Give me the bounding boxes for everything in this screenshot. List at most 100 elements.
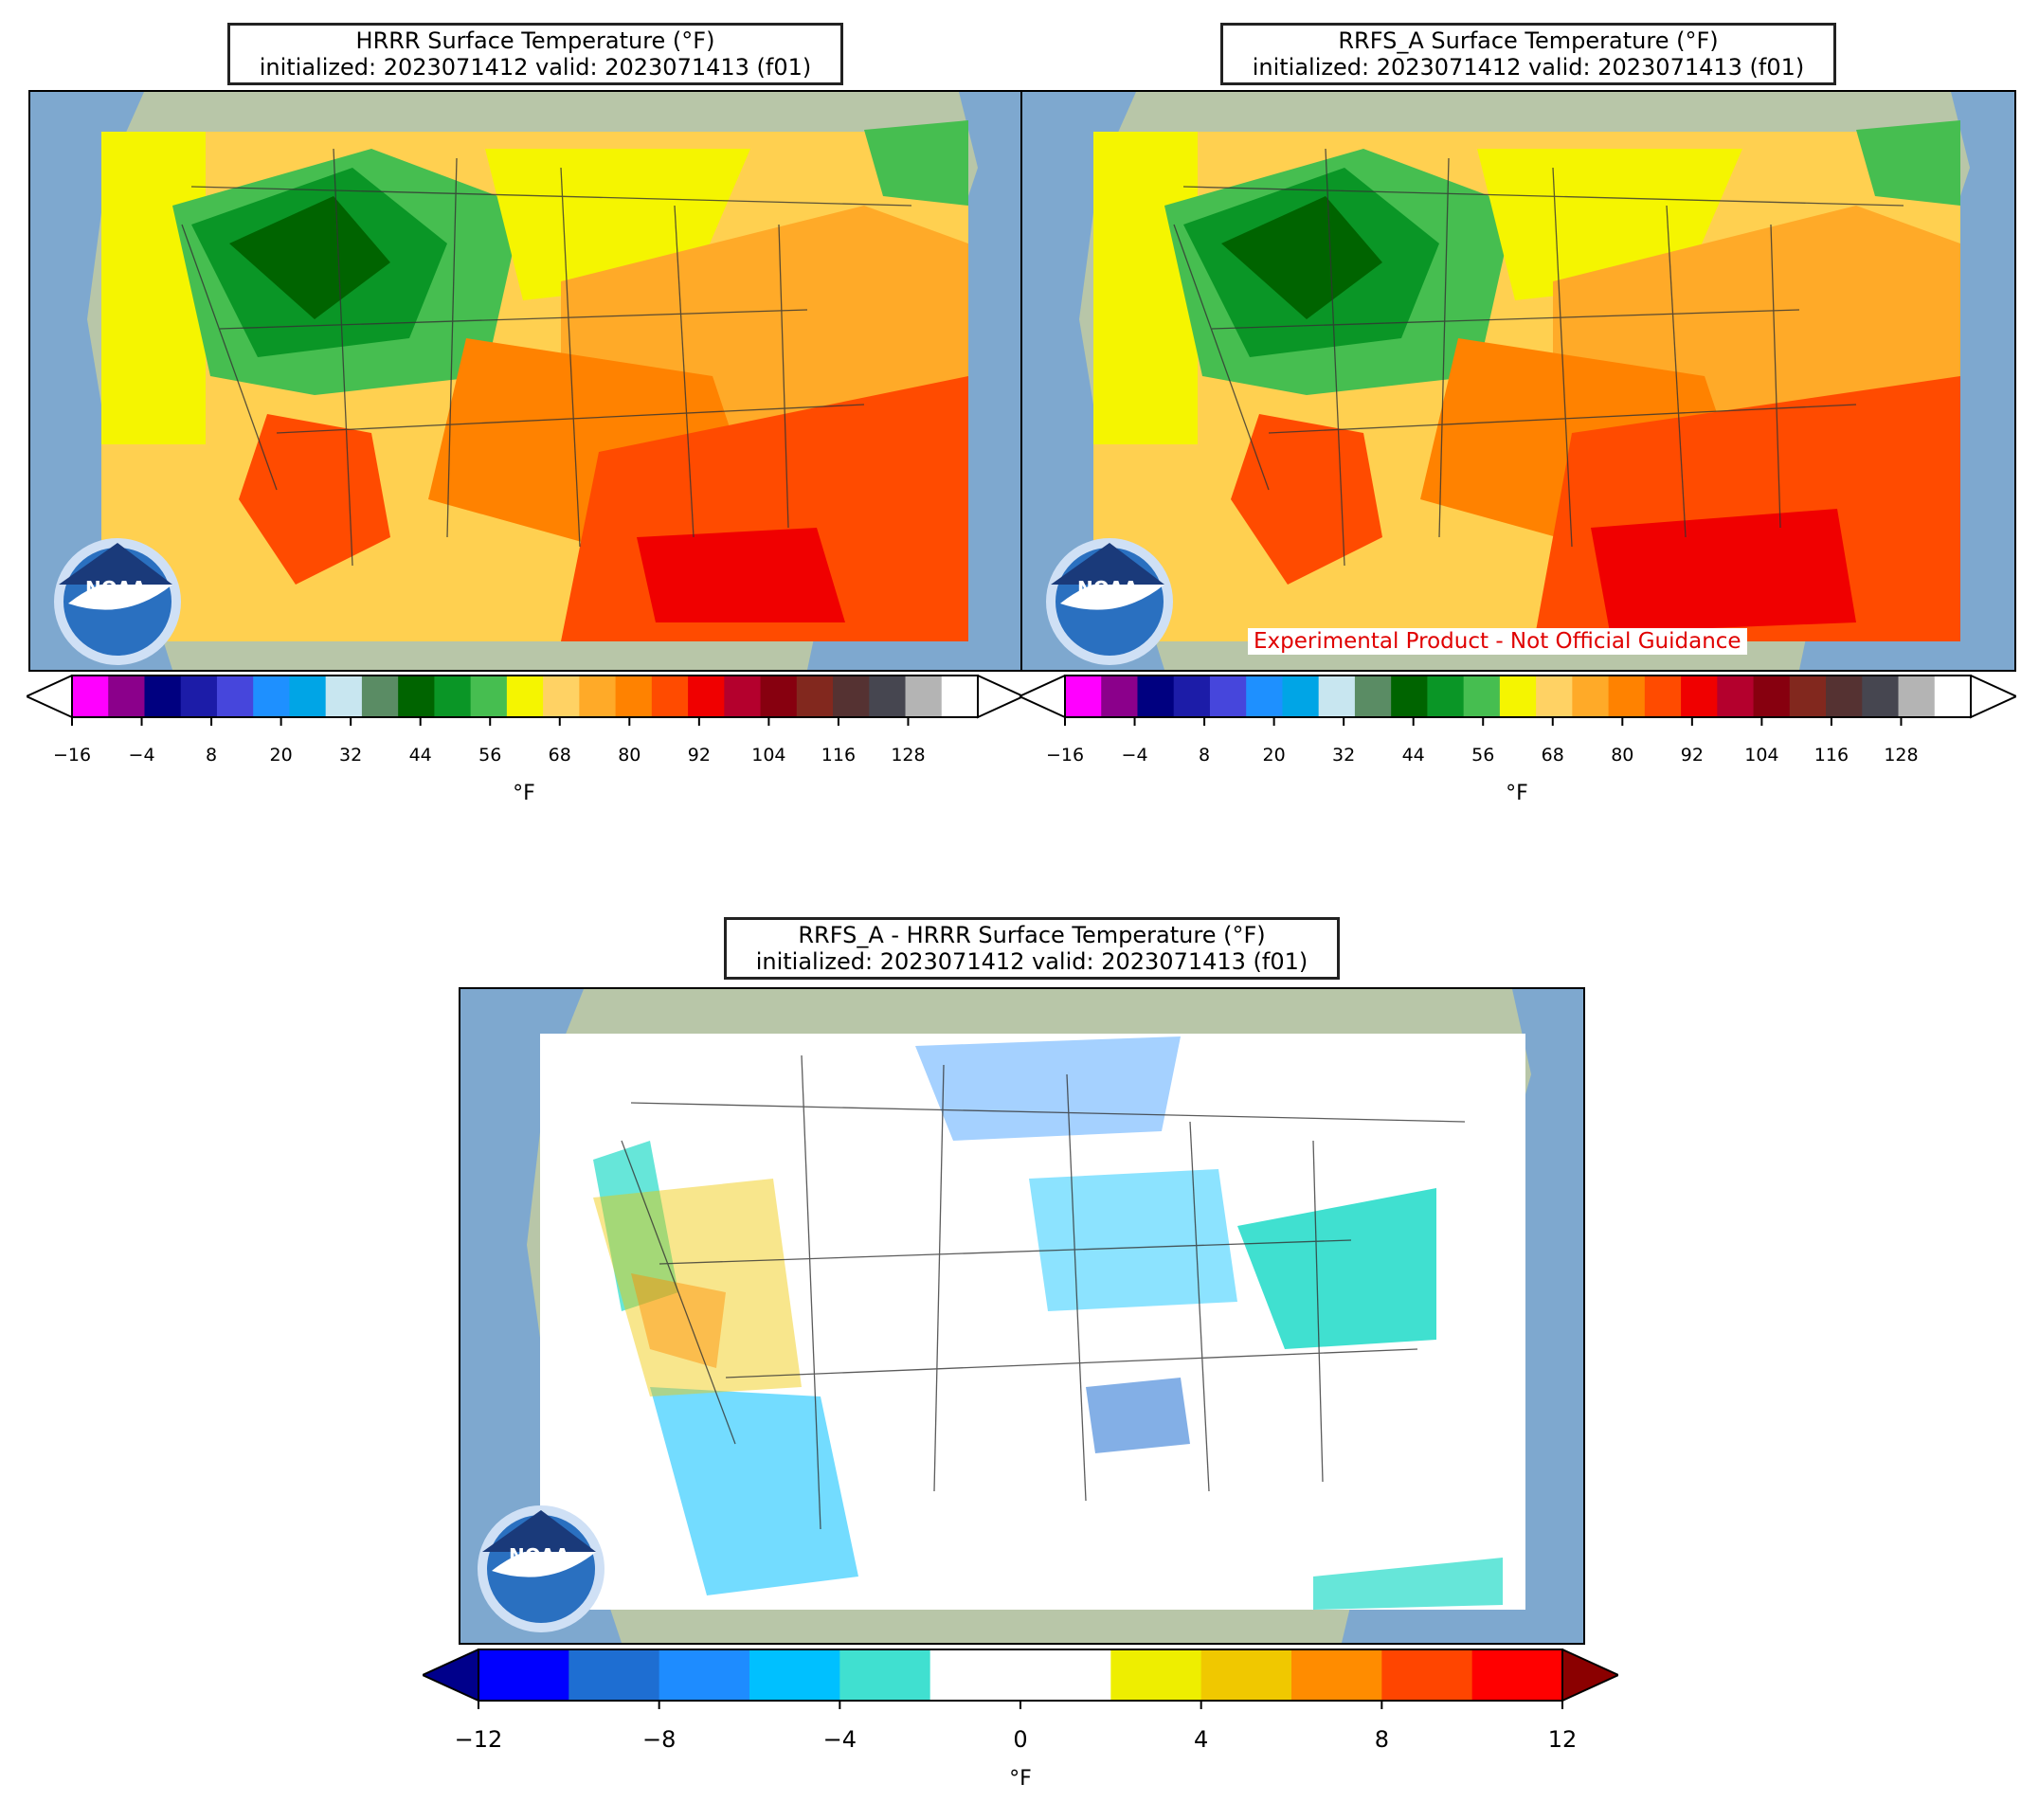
hrrr-map-graphic (30, 92, 1022, 670)
rrfs-colorbar-segment (1427, 676, 1465, 717)
hrrr-colorbar-unit: °F (513, 782, 535, 805)
rrfs-colorbar-tick-label: 80 (1611, 745, 1634, 766)
diff-colorbar-extend-low (423, 1649, 479, 1703)
hrrr-colorbar-tick-label: 20 (269, 745, 293, 766)
diff-noaa-logo-text: NOAA (509, 1544, 570, 1567)
diff-title-line2: initialized: 2023071412 valid: 202307141… (755, 948, 1308, 975)
hrrr-title: HRRR Surface Temperature (°F) initialize… (227, 23, 843, 85)
rrfs-noaa-logo (1046, 538, 1173, 665)
hrrr-title-line1: HRRR Surface Temperature (°F) (355, 27, 715, 54)
diff-colorbar-tick-label: 8 (1374, 1726, 1389, 1753)
diff-colorbar-segment (929, 1649, 1021, 1701)
hrrr-colorbar-tick-label: −4 (128, 745, 155, 766)
diff-colorbar-segment (478, 1649, 569, 1701)
hrrr-colorbar-segment (543, 676, 580, 717)
rrfs-colorbar-tick-label: −16 (1045, 745, 1085, 766)
rrfs-colorbar-segment (1717, 676, 1755, 717)
hrrr-colorbar-segment (216, 676, 254, 717)
rrfs-colorbar-segment (1354, 676, 1392, 717)
rrfs-noaa-logo-text: NOAA (1077, 577, 1139, 600)
diff-colorbar-tick-label: −8 (641, 1726, 677, 1753)
hrrr-colorbar-outline (71, 675, 979, 718)
rrfs-colorbar-tick-label: 44 (1401, 745, 1425, 766)
rrfs-disclaimer: Experimental Product - Not Official Guid… (1248, 628, 1747, 655)
hrrr-colorbar-segment (289, 676, 327, 717)
diff-colorbar-segment (1381, 1649, 1473, 1701)
diff-colorbar-segment (659, 1649, 750, 1701)
hrrr-temp-colorbar (27, 675, 1023, 726)
diff-colorbar-graphic (423, 1649, 1618, 1709)
hrrr-colorbar-tick-label: 56 (478, 745, 502, 766)
hrrr-colorbar-tick-label: 104 (751, 745, 786, 766)
rrfs-colorbar-tick-label: 56 (1471, 745, 1495, 766)
diff-colorbar-segment (839, 1649, 931, 1701)
hrrr-colorbar-segment (325, 676, 363, 717)
hrrr-colorbar-segment (470, 676, 508, 717)
rrfs-colorbar-tick-label: 104 (1744, 745, 1779, 766)
diff-colorbar-extend-high (1561, 1649, 1618, 1703)
rrfs-colorbar-segment (1753, 676, 1791, 717)
rrfs-colorbar-segment (1572, 676, 1610, 717)
hrrr-colorbar-segment (434, 676, 472, 717)
hrrr-noaa-logo (54, 538, 181, 665)
hrrr-colorbar-graphic (27, 675, 1023, 726)
rrfs-colorbar-tick-label: 68 (1541, 745, 1564, 766)
diff-title: RRFS_A - HRRR Surface Temperature (°F) i… (724, 917, 1340, 980)
diff-colorbar-tick-label: −4 (822, 1726, 857, 1753)
rrfs-colorbar-segment (1789, 676, 1827, 717)
diff-colorbar-tick-label: 12 (1547, 1726, 1578, 1753)
diff-colorbar-tick-label: −12 (454, 1726, 503, 1753)
hrrr-colorbar-tick-label: −16 (52, 745, 92, 766)
hrrr-colorbar-segment (724, 676, 762, 717)
diff-colorbar-segment (749, 1649, 840, 1701)
rrfs-colorbar-outline (1064, 675, 1972, 718)
hrrr-colorbar-segment (361, 676, 399, 717)
rrfs-colorbar-segment (1318, 676, 1356, 717)
rrfs-colorbar-segment (1898, 676, 1936, 717)
rrfs-colorbar-segment (1101, 676, 1139, 717)
hrrr-colorbar-tick-label: 8 (206, 745, 218, 766)
diff-map-graphic (460, 989, 1583, 1643)
hrrr-colorbar-tick-label: 80 (618, 745, 641, 766)
hrrr-colorbar-segment (905, 676, 943, 717)
rrfs-colorbar-tick-label: 32 (1332, 745, 1356, 766)
diff-colorbar-unit: °F (1009, 1767, 1032, 1791)
hrrr-colorbar-segment (144, 676, 182, 717)
rrfs-colorbar-segment (1463, 676, 1501, 717)
rrfs-colorbar-segment (1209, 676, 1247, 717)
diff-map: NOAA (459, 987, 1585, 1645)
rrfs-map: NOAA Experimental Product - Not Official… (1020, 90, 2016, 672)
diff-title-line1: RRFS_A - HRRR Surface Temperature (°F) (798, 922, 1266, 948)
hrrr-colorbar-tick-label: 32 (339, 745, 363, 766)
diff-colorbar-segment (1471, 1649, 1563, 1701)
hrrr-colorbar-segment (506, 676, 544, 717)
rrfs-colorbar-graphic (1020, 675, 2016, 726)
rrfs-colorbar-segment (1608, 676, 1646, 717)
diff-colorbar-tick-label: 4 (1194, 1726, 1209, 1753)
rrfs-colorbar-segment (1681, 676, 1718, 717)
rrfs-colorbar-segment (1862, 676, 1900, 717)
hrrr-colorbar-segment (253, 676, 291, 717)
hrrr-colorbar-segment (615, 676, 653, 717)
rrfs-colorbar-segment (1644, 676, 1682, 717)
hrrr-colorbar-segment (72, 676, 109, 717)
rrfs-colorbar-segment (1246, 676, 1284, 717)
hrrr-title-line2: initialized: 2023071412 valid: 202307141… (259, 54, 812, 81)
rrfs-colorbar-tick-label: 8 (1199, 745, 1211, 766)
diff-colorbar-tick-label: 0 (1013, 1726, 1028, 1753)
rrfs-colorbar-tick-label: 116 (1813, 745, 1850, 766)
hrrr-colorbar-tick-label: 68 (548, 745, 571, 766)
rrfs-colorbar-segment (1536, 676, 1573, 717)
hrrr-colorbar-segment (833, 676, 870, 717)
rrfs-colorbar-tick-label: 128 (1884, 745, 1919, 766)
hrrr-map: NOAA (28, 90, 1024, 672)
rrfs-colorbar-segment (1934, 676, 1972, 717)
rrfs-title-line2: initialized: 2023071412 valid: 202307141… (1252, 54, 1805, 81)
diff-colorbar (423, 1649, 1618, 1709)
hrrr-colorbar-tick-label: 116 (821, 745, 857, 766)
hrrr-colorbar-segment (651, 676, 689, 717)
hrrr-colorbar-segment (796, 676, 834, 717)
diff-colorbar-segment (1200, 1649, 1292, 1701)
rrfs-map-graphic (1022, 92, 2014, 670)
diff-colorbar-segment (1291, 1649, 1382, 1701)
